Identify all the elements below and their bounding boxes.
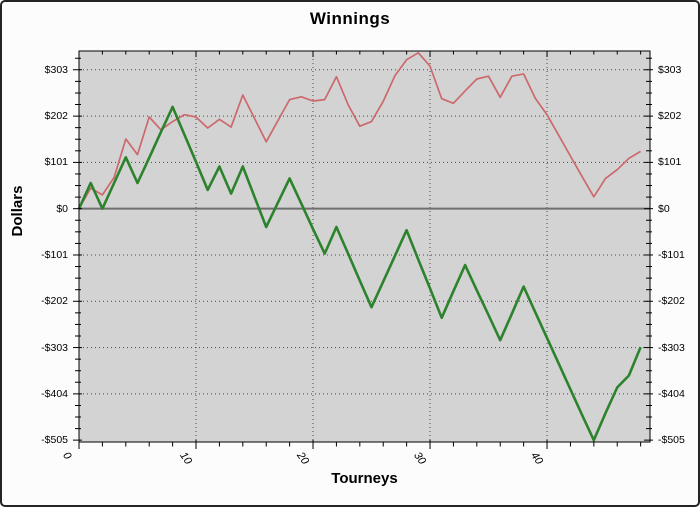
y-tick-label-right: -$505 bbox=[658, 434, 685, 447]
y-tick-label-left: -$101 bbox=[41, 248, 68, 261]
y-tick-label-left: $0 bbox=[56, 202, 68, 215]
chart-title: Winnings bbox=[309, 9, 391, 28]
plot-frame bbox=[78, 50, 651, 443]
y-tick-label-left: $303 bbox=[44, 63, 68, 76]
y-tick-label-right: -$303 bbox=[658, 341, 685, 354]
y-tick-label-left: -$404 bbox=[41, 387, 68, 400]
y-tick-label-right: -$101 bbox=[658, 248, 685, 261]
y-tick-label-right: -$404 bbox=[658, 387, 685, 400]
plot-background bbox=[79, 51, 650, 442]
y-tick-label-right: $303 bbox=[658, 63, 682, 76]
y-tick-label-left: -$202 bbox=[41, 295, 68, 308]
y-tick-label-right: $101 bbox=[658, 156, 682, 169]
y-tick-label-left: -$303 bbox=[41, 341, 68, 354]
y-tick-label-left: $101 bbox=[44, 156, 68, 169]
winnings-green-line bbox=[77, 105, 642, 442]
y-tick-label-left: -$505 bbox=[41, 434, 68, 447]
y-tick-label-right: $202 bbox=[658, 110, 682, 123]
x-axis-title: Tourneys bbox=[331, 470, 398, 487]
winnings-red-line bbox=[78, 51, 642, 210]
y-tick-label-left: $202 bbox=[44, 110, 68, 123]
y-tick-label-right: $0 bbox=[658, 202, 670, 215]
y-tick-label-right: -$202 bbox=[658, 295, 685, 308]
